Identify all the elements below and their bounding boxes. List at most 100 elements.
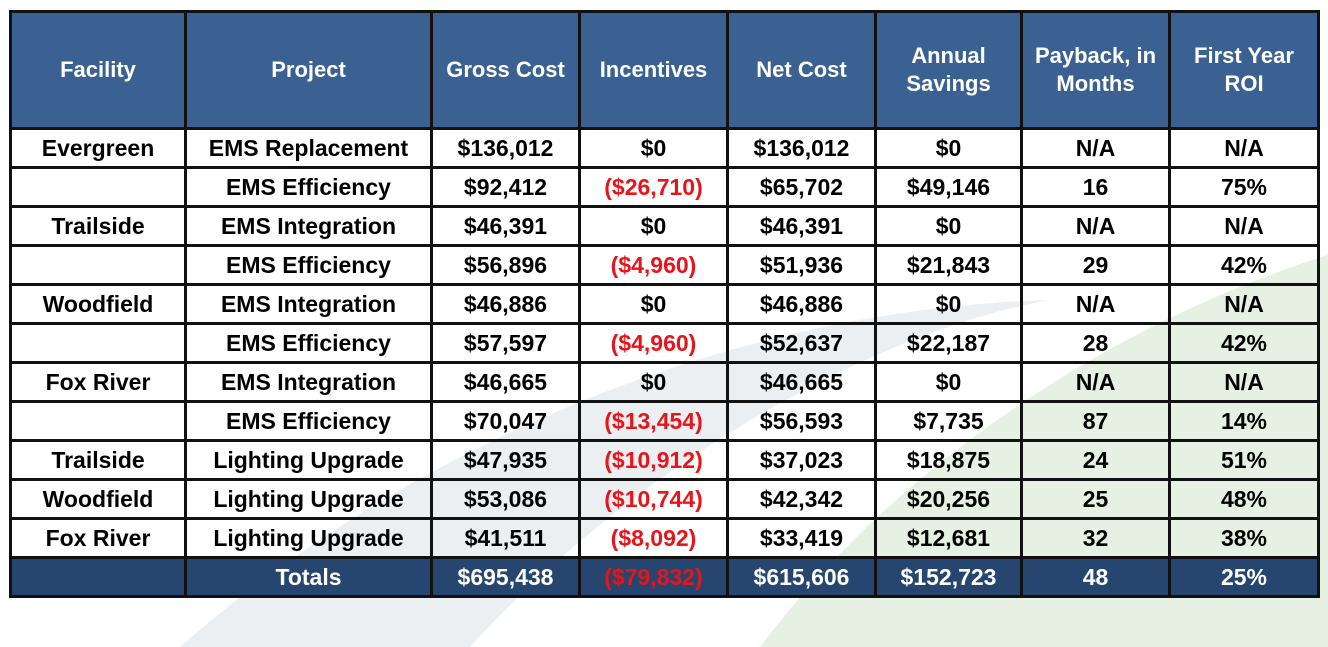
cell-facility: [9, 244, 187, 286]
cell-facility: Fox River: [9, 361, 187, 403]
cell-payback: 25: [1020, 478, 1171, 520]
cell-project: EMS Integration: [184, 205, 433, 247]
header-project: Project: [184, 10, 433, 130]
cell-savings: $0: [874, 361, 1023, 403]
cell-incentives: $0: [578, 127, 729, 169]
table-row: Trailside EMS Integration $46,391 $0 $46,391…: [9, 205, 1320, 247]
cell-roi: N/A: [1168, 205, 1320, 247]
cell-net: $65,702: [726, 166, 877, 208]
cell-payback: 87: [1020, 400, 1171, 442]
header-facility: Facility: [9, 10, 187, 130]
cell-facility: Woodfield: [9, 478, 187, 520]
totals-cell-facility: [9, 556, 187, 598]
table-row: EMS Efficiency $92,412 ($26,710) $65,702 $49…: [9, 166, 1320, 208]
table-row: EMS Efficiency $57,597 ($4,960) $52,637 $22,…: [9, 322, 1320, 364]
cell-net: $33,419: [726, 517, 877, 559]
cell-facility: Trailside: [9, 205, 187, 247]
cell-gross: $46,391: [430, 205, 581, 247]
cell-incentives: ($4,960): [578, 244, 729, 286]
cell-project: EMS Replacement: [184, 127, 433, 169]
cell-net: $56,593: [726, 400, 877, 442]
cell-roi: 14%: [1168, 400, 1320, 442]
totals-cell-savings: $152,723: [874, 556, 1023, 598]
cell-incentives: ($8,092): [578, 517, 729, 559]
table-row: Trailside Lighting Upgrade $47,935 ($10,912…: [9, 439, 1320, 481]
cell-net: $136,012: [726, 127, 877, 169]
cell-payback: 28: [1020, 322, 1171, 364]
cell-savings: $21,843: [874, 244, 1023, 286]
cell-net: $46,391: [726, 205, 877, 247]
cell-gross: $46,886: [430, 283, 581, 325]
cell-savings: $18,875: [874, 439, 1023, 481]
cell-payback: 32: [1020, 517, 1171, 559]
table-row: Evergreen EMS Replacement $136,012 $0 $136,0…: [9, 127, 1320, 169]
table-row: Woodfield EMS Integration $46,886 $0 $46,886…: [9, 283, 1320, 325]
cell-savings: $7,735: [874, 400, 1023, 442]
cell-project: EMS Integration: [184, 361, 433, 403]
totals-cell-incentives: ($79,832): [578, 556, 729, 598]
cell-savings: $0: [874, 283, 1023, 325]
totals-cell-payback: 48: [1020, 556, 1171, 598]
cell-payback: 16: [1020, 166, 1171, 208]
cell-savings: $12,681: [874, 517, 1023, 559]
cell-facility: [9, 322, 187, 364]
cell-savings: $0: [874, 127, 1023, 169]
cell-incentives: $0: [578, 205, 729, 247]
cell-incentives: $0: [578, 283, 729, 325]
header-incentives: Incentives: [578, 10, 729, 130]
cell-net: $37,023: [726, 439, 877, 481]
cell-facility: [9, 166, 187, 208]
table-row: Fox River EMS Integration $46,665 $0 $46,665…: [9, 361, 1320, 403]
totals-cell-project: Totals: [184, 556, 433, 598]
cell-gross: $46,665: [430, 361, 581, 403]
cell-gross: $47,935: [430, 439, 581, 481]
header-payback: Payback, in Months: [1020, 10, 1171, 130]
cell-gross: $57,597: [430, 322, 581, 364]
cell-facility: Woodfield: [9, 283, 187, 325]
cell-roi: 48%: [1168, 478, 1320, 520]
cell-project: Lighting Upgrade: [184, 478, 433, 520]
cell-roi: N/A: [1168, 283, 1320, 325]
totals-cell-net: $615,606: [726, 556, 877, 598]
table-row: Woodfield Lighting Upgrade $53,086 ($10,744…: [9, 478, 1320, 520]
cell-roi: 51%: [1168, 439, 1320, 481]
cell-incentives: ($26,710): [578, 166, 729, 208]
table-body: Evergreen EMS Replacement $136,012 $0 $136,0…: [9, 127, 1320, 559]
cell-payback: N/A: [1020, 283, 1171, 325]
cell-facility: Fox River: [9, 517, 187, 559]
cell-payback: 29: [1020, 244, 1171, 286]
cell-savings: $49,146: [874, 166, 1023, 208]
cell-net: $46,665: [726, 361, 877, 403]
table-row: Fox River Lighting Upgrade $41,511 ($8,092)…: [9, 517, 1320, 559]
cell-gross: $41,511: [430, 517, 581, 559]
cell-gross: $53,086: [430, 478, 581, 520]
cell-net: $51,936: [726, 244, 877, 286]
cell-roi: 42%: [1168, 322, 1320, 364]
cell-facility: [9, 400, 187, 442]
cell-incentives: ($10,912): [578, 439, 729, 481]
cell-project: EMS Efficiency: [184, 322, 433, 364]
totals-row: Totals $695,438 ($79,832) $615,606 $152,723 4…: [9, 556, 1320, 598]
cell-roi: 38%: [1168, 517, 1320, 559]
cell-gross: $70,047: [430, 400, 581, 442]
project-cost-table: Facility Project Gross Cost Incentives Net C…: [9, 10, 1320, 598]
cell-roi: N/A: [1168, 127, 1320, 169]
totals-cell-gross: $695,438: [430, 556, 581, 598]
cell-project: EMS Efficiency: [184, 166, 433, 208]
header-net-cost: Net Cost: [726, 10, 877, 130]
header-annual-savings: Annual Savings: [874, 10, 1023, 130]
cell-roi: 75%: [1168, 166, 1320, 208]
cell-payback: N/A: [1020, 205, 1171, 247]
header-first-year-roi: First Year ROI: [1168, 10, 1320, 130]
cell-payback: 24: [1020, 439, 1171, 481]
cell-incentives: $0: [578, 361, 729, 403]
cell-gross: $136,012: [430, 127, 581, 169]
table-row: EMS Efficiency $56,896 ($4,960) $51,936 $21,…: [9, 244, 1320, 286]
table-row: EMS Efficiency $70,047 ($13,454) $56,593 $7,…: [9, 400, 1320, 442]
header-row: Facility Project Gross Cost Incentives Net C…: [9, 10, 1320, 130]
cell-incentives: ($13,454): [578, 400, 729, 442]
cell-incentives: ($4,960): [578, 322, 729, 364]
cell-net: $42,342: [726, 478, 877, 520]
cell-project: Lighting Upgrade: [184, 517, 433, 559]
